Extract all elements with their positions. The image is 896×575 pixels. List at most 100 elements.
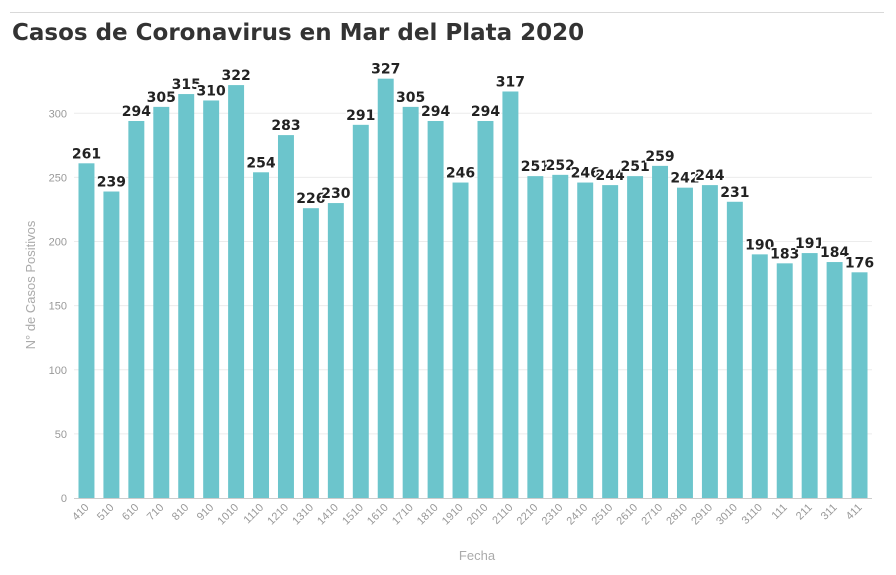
x-tick-label: 2910 bbox=[689, 502, 715, 528]
data-label: 294 bbox=[471, 104, 500, 120]
x-tick-label: 1210 bbox=[265, 502, 291, 528]
bar bbox=[527, 176, 544, 499]
x-tick-label: 710 bbox=[145, 502, 166, 523]
bar bbox=[178, 94, 195, 498]
bar bbox=[277, 135, 294, 498]
bar bbox=[577, 182, 594, 498]
data-labels: 2612392943053153103222542832262302913273… bbox=[70, 60, 875, 273]
x-tick-label: 3110 bbox=[740, 502, 765, 527]
x-tick-label: 2510 bbox=[589, 502, 615, 528]
data-label: 184 bbox=[820, 245, 849, 261]
x-tick-label: 411 bbox=[844, 502, 865, 523]
y-tick-label: 200 bbox=[49, 237, 67, 249]
data-label: 244 bbox=[596, 168, 625, 184]
data-label: 242 bbox=[670, 171, 699, 187]
bar bbox=[228, 85, 245, 499]
x-tick-label: 610 bbox=[120, 502, 141, 523]
y-tick-label: 250 bbox=[49, 172, 67, 184]
data-label: 310 bbox=[197, 83, 226, 99]
x-tick-label: 1010 bbox=[215, 502, 241, 528]
bar bbox=[203, 100, 220, 499]
y-axis-title: N° de Casos Positivos bbox=[23, 220, 38, 349]
x-tick-label: 2010 bbox=[465, 502, 491, 528]
x-axis-title: Fecha bbox=[459, 548, 496, 563]
data-label: 183 bbox=[770, 246, 799, 262]
data-label: 254 bbox=[246, 155, 275, 171]
bar bbox=[427, 120, 444, 499]
bar bbox=[78, 163, 95, 498]
bar bbox=[502, 91, 519, 499]
bar bbox=[851, 272, 868, 498]
bar bbox=[552, 174, 569, 499]
bar bbox=[726, 201, 743, 498]
x-tick-label: 311 bbox=[819, 502, 840, 523]
x-tick-label: 1810 bbox=[415, 502, 441, 528]
x-tick-label: 2610 bbox=[614, 502, 640, 528]
x-tick-label: 2710 bbox=[639, 502, 665, 528]
bar bbox=[452, 182, 469, 498]
bar bbox=[776, 263, 793, 498]
y-tick-label: 50 bbox=[55, 429, 67, 441]
bar bbox=[352, 124, 369, 498]
x-tick-label: 1910 bbox=[440, 502, 466, 528]
y-tick-label: 150 bbox=[49, 301, 67, 313]
x-tick-label: 1610 bbox=[365, 502, 391, 528]
data-label: 315 bbox=[172, 77, 201, 93]
data-label: 322 bbox=[221, 68, 250, 84]
bar bbox=[826, 262, 843, 498]
y-tick-label: 0 bbox=[61, 493, 67, 505]
x-tick-label: 2210 bbox=[515, 502, 541, 528]
data-label: 176 bbox=[845, 255, 874, 271]
data-label: 259 bbox=[645, 149, 674, 165]
data-label: 291 bbox=[346, 108, 375, 124]
data-label: 190 bbox=[745, 237, 774, 253]
x-tick-label: 2410 bbox=[565, 502, 591, 528]
chart-title: Casos de Coronavirus en Mar del Plata 20… bbox=[12, 20, 585, 46]
x-tick-label: 1510 bbox=[340, 502, 366, 528]
data-label: 246 bbox=[571, 166, 600, 182]
x-tick-label: 3010 bbox=[714, 502, 740, 528]
data-label: 239 bbox=[97, 175, 126, 191]
bar bbox=[477, 120, 494, 499]
bar bbox=[627, 176, 644, 499]
bar bbox=[676, 187, 693, 498]
data-label: 294 bbox=[421, 104, 450, 120]
data-label: 305 bbox=[147, 90, 176, 106]
bar bbox=[128, 120, 145, 499]
data-label: 251 bbox=[620, 159, 649, 175]
data-label: 244 bbox=[695, 168, 724, 184]
bar bbox=[103, 191, 120, 499]
bar bbox=[153, 106, 170, 498]
bar bbox=[377, 78, 394, 498]
x-tick-label: 2810 bbox=[664, 502, 690, 528]
bars bbox=[78, 78, 868, 499]
x-tick-label: 1110 bbox=[242, 502, 267, 527]
data-label: 305 bbox=[396, 90, 425, 106]
x-tick-label: 111 bbox=[770, 502, 790, 522]
top-divider bbox=[10, 12, 884, 13]
y-tick-label: 100 bbox=[49, 365, 67, 377]
x-tick-label: 410 bbox=[70, 502, 91, 523]
data-label: 226 bbox=[296, 191, 325, 207]
data-label: 283 bbox=[271, 118, 300, 134]
data-label: 294 bbox=[122, 104, 151, 120]
bar bbox=[801, 253, 818, 498]
x-tick-label: 910 bbox=[195, 502, 216, 523]
data-label: 261 bbox=[72, 146, 101, 162]
bar bbox=[652, 165, 669, 498]
data-label: 230 bbox=[321, 186, 350, 202]
bar bbox=[253, 172, 270, 498]
x-tick-label: 2110 bbox=[490, 502, 515, 527]
bar bbox=[602, 185, 619, 498]
x-tick-label: 1710 bbox=[390, 502, 416, 528]
y-axis-ticks: 0 50 100 150 200 250 300 bbox=[49, 108, 67, 505]
x-tick-label: 510 bbox=[95, 502, 116, 523]
x-tick-label: 211 bbox=[794, 502, 815, 523]
y-tick-label: 300 bbox=[49, 108, 67, 120]
data-label: 317 bbox=[496, 74, 525, 90]
data-label: 252 bbox=[546, 158, 575, 174]
data-label: 246 bbox=[446, 166, 475, 182]
x-tick-label: 2310 bbox=[540, 502, 566, 528]
